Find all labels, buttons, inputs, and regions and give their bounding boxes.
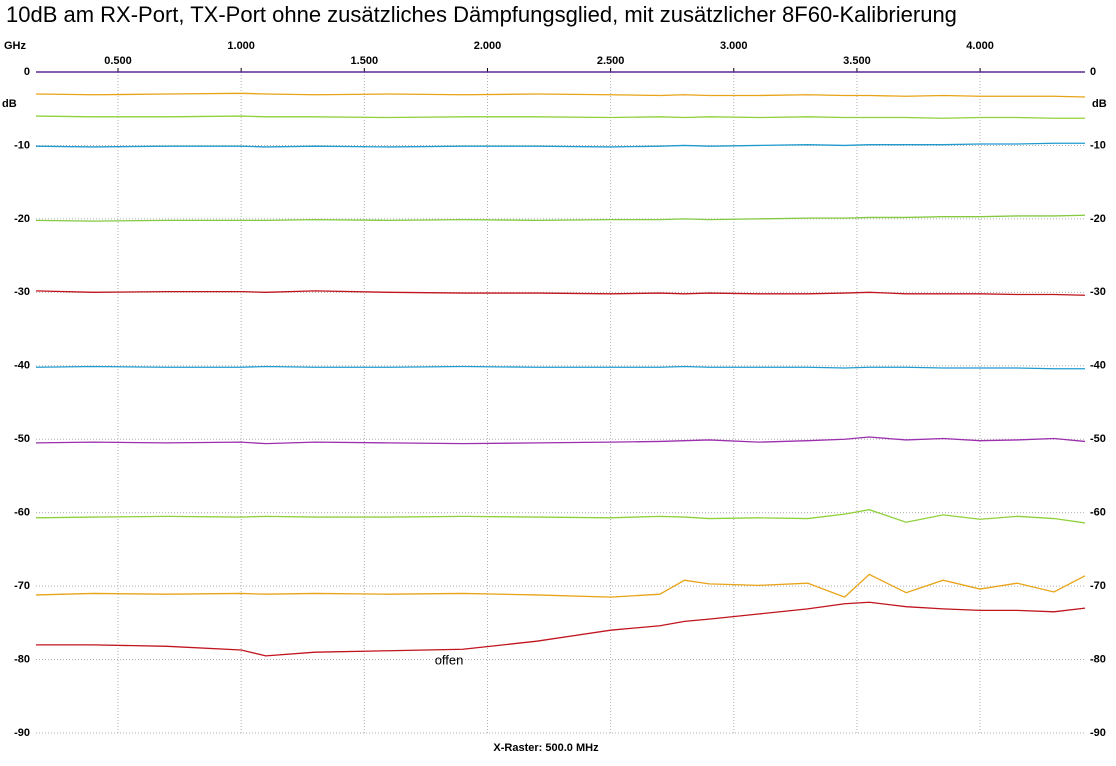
y-tick-label-right: -50	[1090, 433, 1106, 445]
trace	[35, 290, 1086, 296]
trace	[35, 115, 1085, 119]
y-tick-label-right: -80	[1090, 653, 1106, 665]
x-tick-label: 3.500	[843, 55, 871, 67]
y-tick-label: -50	[14, 433, 30, 445]
y-tick-label: 0	[24, 66, 30, 78]
y-tick-label-right: -10	[1090, 139, 1106, 151]
trace	[35, 509, 1086, 524]
y-tick-label: -40	[14, 360, 30, 372]
y-tick-label-right: -90	[1090, 727, 1106, 739]
y-tick-label: -10	[14, 139, 30, 151]
y-tick-label: -20	[14, 213, 30, 225]
y-tick-label: -80	[14, 653, 30, 665]
y-tick-label-right: -60	[1090, 507, 1106, 519]
trace	[35, 92, 1086, 98]
y-tick-label: -90	[14, 727, 30, 739]
y-tick-label-right: -20	[1090, 213, 1106, 225]
trace	[35, 365, 1085, 370]
y-tick-label-right: -30	[1090, 286, 1106, 298]
x-unit: GHz	[4, 40, 27, 52]
x-tick-label: 3.000	[720, 40, 748, 52]
y-unit-right: dB	[1092, 98, 1107, 110]
y-tick-label: -60	[14, 507, 30, 519]
x-tick-label: 4.000	[966, 40, 994, 52]
chart-title: 10dB am RX-Port, TX-Port ohne zusätzlich…	[6, 2, 957, 27]
x-tick-label: 2.000	[474, 40, 502, 52]
x-tick-label: 0.500	[104, 55, 132, 67]
y-tick-label: -30	[14, 286, 30, 298]
trace	[35, 436, 1086, 445]
trace	[35, 573, 1086, 598]
y-tick-label: -70	[14, 580, 30, 592]
trace	[36, 601, 1086, 657]
y-tick-label-right: -40	[1090, 360, 1106, 372]
annotation: offen	[435, 652, 464, 667]
trace	[35, 214, 1086, 222]
y-tick-label-right: 0	[1090, 66, 1096, 78]
trace	[35, 142, 1085, 148]
footer: X-Raster: 500.0 MHz	[493, 742, 599, 754]
x-tick-label: 1.000	[227, 40, 255, 52]
y-tick-label-right: -70	[1090, 580, 1106, 592]
x-tick-label: 2.500	[597, 55, 625, 67]
y-unit-left: dB	[2, 98, 17, 110]
x-tick-label: 1.500	[351, 55, 379, 67]
